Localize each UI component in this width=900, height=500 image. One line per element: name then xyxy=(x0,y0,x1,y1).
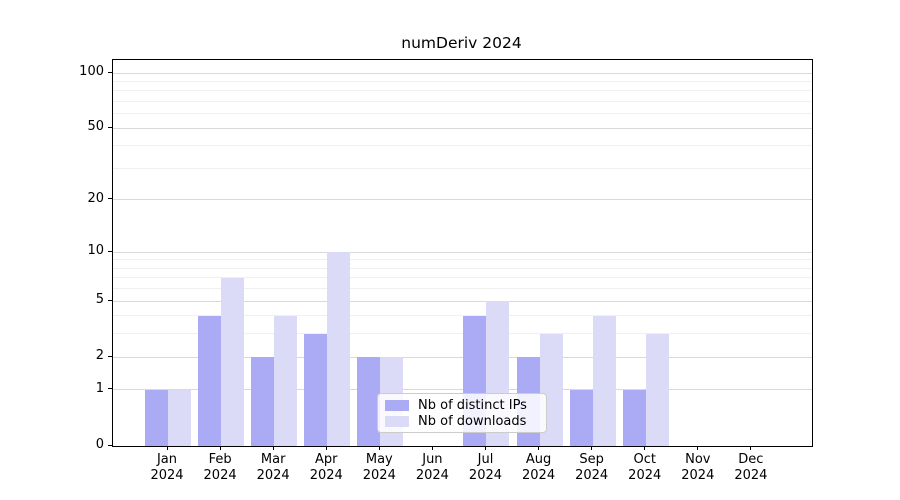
gridline-minor-70 xyxy=(113,100,812,102)
x-tick-nov xyxy=(697,446,699,450)
bar-nb-of-distinct-ips-jan xyxy=(145,389,168,446)
bar-nb-of-downloads-sep xyxy=(592,315,616,446)
bar-nb-of-distinct-ips-apr xyxy=(304,333,328,446)
gridline-minor-40 xyxy=(113,145,812,147)
legend-item-downloads: Nb of downloads xyxy=(385,414,539,429)
x-tick-oct xyxy=(644,446,646,450)
bar-nb-of-downloads-mar xyxy=(274,315,298,446)
legend-label-downloads: Nb of downloads xyxy=(418,413,527,429)
x-tick-label-jul: Jul 2024 xyxy=(468,452,503,483)
legend-swatch-downloads-icon xyxy=(385,415,409,427)
y-tick-label-1: 1 xyxy=(95,380,104,396)
x-tick-dec xyxy=(750,446,752,450)
x-tick-jun xyxy=(431,446,433,450)
x-tick-label-dec: Dec 2024 xyxy=(734,452,768,483)
gridline-minor-30 xyxy=(113,167,812,169)
x-tick-label-may: May 2024 xyxy=(362,452,396,483)
gridline-major-50 xyxy=(113,127,812,129)
gridline-minor-3 xyxy=(113,333,812,335)
legend: Nb of distinct IPs Nb of downloads xyxy=(377,393,547,433)
plot-area xyxy=(112,59,813,447)
x-tick-may xyxy=(378,446,380,450)
y-tick-label-20: 20 xyxy=(87,190,104,206)
x-tick-label-nov: Nov 2024 xyxy=(681,452,715,483)
x-tick-feb xyxy=(219,446,221,450)
y-tick-label-5: 5 xyxy=(95,292,104,308)
bar-nb-of-downloads-jan xyxy=(168,389,191,446)
y-tick-label-0: 0 xyxy=(95,437,104,452)
y-tick-50 xyxy=(108,126,112,128)
x-tick-jan xyxy=(166,446,168,450)
x-tick-label-aug: Aug 2024 xyxy=(522,452,556,483)
bar-nb-of-downloads-feb xyxy=(221,277,245,446)
gridline-major-1 xyxy=(113,389,812,391)
bar-nb-of-distinct-ips-sep xyxy=(569,389,593,446)
gridline-major-2 xyxy=(113,356,812,358)
y-tick-2 xyxy=(108,355,112,357)
legend-swatch-distinct-ips-icon xyxy=(385,399,409,411)
gridline-minor-60 xyxy=(113,113,812,115)
gridline-minor-4 xyxy=(113,315,812,317)
gridline-major-100 xyxy=(113,72,812,74)
x-tick-sep xyxy=(591,446,593,450)
x-tick-label-feb: Feb 2024 xyxy=(203,452,237,483)
x-tick-aug xyxy=(538,446,540,450)
y-tick-0 xyxy=(108,444,112,446)
gridline-major-20 xyxy=(113,199,812,201)
y-tick-label-2: 2 xyxy=(95,348,104,364)
bar-nb-of-distinct-ips-feb xyxy=(198,315,222,446)
y-tick-label-100: 100 xyxy=(79,64,104,79)
x-tick-apr xyxy=(325,446,327,450)
y-tick-label-50: 50 xyxy=(87,119,104,135)
bar-nb-of-downloads-apr xyxy=(327,252,351,446)
gridline-minor-80 xyxy=(113,90,812,92)
x-tick-label-sep: Sep 2024 xyxy=(575,452,609,483)
gridline-minor-9 xyxy=(113,259,812,261)
gridline-major-5 xyxy=(113,300,812,302)
y-tick-1 xyxy=(108,388,112,390)
legend-label-distinct-ips: Nb of distinct IPs xyxy=(418,397,527,413)
x-tick-label-jan: Jan 2024 xyxy=(150,452,184,483)
legend-item-distinct-ips: Nb of distinct IPs xyxy=(385,398,539,413)
x-tick-jul xyxy=(484,446,486,450)
gridline-minor-6 xyxy=(113,288,812,290)
gridline-minor-8 xyxy=(113,267,812,269)
x-tick-label-oct: Oct 2024 xyxy=(628,452,662,483)
x-tick-label-mar: Mar 2024 xyxy=(256,452,290,483)
chart-title: numDeriv 2024 xyxy=(401,34,522,52)
gridline-minor-7 xyxy=(113,277,812,279)
gridline-minor-90 xyxy=(113,80,812,82)
x-tick-label-apr: Apr 2024 xyxy=(309,452,343,483)
gridline-major-10 xyxy=(113,251,812,253)
bar-nb-of-downloads-oct xyxy=(645,333,669,446)
bar-nb-of-distinct-ips-oct xyxy=(622,389,646,446)
bar-nb-of-distinct-ips-mar xyxy=(251,357,275,446)
y-tick-20 xyxy=(108,198,112,200)
y-tick-10 xyxy=(108,250,112,252)
x-tick-mar xyxy=(272,446,274,450)
y-tick-100 xyxy=(108,71,112,73)
y-tick-5 xyxy=(108,299,112,301)
bar-nb-of-distinct-ips-may xyxy=(357,357,381,446)
x-tick-label-jun: Jun 2024 xyxy=(415,452,449,483)
y-tick-label-10: 10 xyxy=(87,243,104,259)
